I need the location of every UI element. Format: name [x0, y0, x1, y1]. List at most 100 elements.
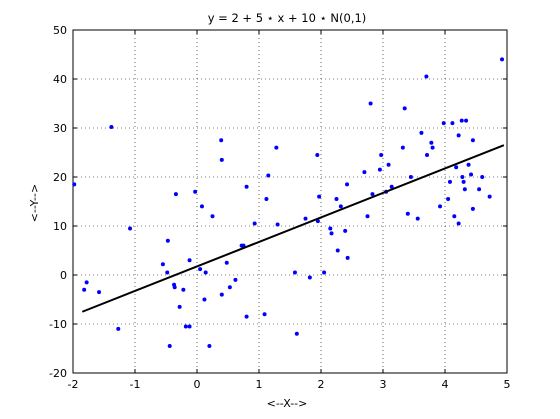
y-tick-label: -20: [49, 367, 67, 380]
data-point: [462, 187, 467, 192]
data-point: [172, 285, 177, 290]
data-point: [425, 152, 430, 157]
data-point: [165, 238, 170, 243]
data-point: [160, 262, 165, 267]
data-point: [183, 324, 188, 329]
y-tick-label: -10: [49, 318, 67, 331]
data-point: [454, 165, 459, 170]
data-point: [233, 277, 238, 282]
data-point: [210, 214, 215, 219]
data-point: [203, 270, 208, 275]
data-point: [328, 226, 333, 231]
data-point: [408, 175, 413, 179]
data-point: [429, 140, 434, 145]
data-point: [224, 260, 229, 265]
data-point: [262, 312, 267, 317]
data-point: [456, 133, 461, 138]
data-point: [199, 204, 204, 209]
data-point: [167, 344, 172, 349]
data-point: [202, 297, 207, 302]
data-point: [275, 222, 280, 227]
y-tick-label: 0: [60, 269, 67, 282]
data-point: [198, 267, 203, 272]
data-point: [244, 184, 249, 189]
data-point: [128, 226, 133, 231]
data-point: [219, 292, 224, 297]
data-point: [207, 344, 212, 349]
data-point: [370, 192, 375, 197]
data-point: [470, 206, 475, 211]
data-point: [447, 179, 452, 184]
data-point: [82, 287, 87, 292]
data-point: [244, 314, 249, 319]
data-point: [477, 187, 482, 192]
data-point: [456, 221, 461, 226]
data-point: [459, 118, 464, 123]
data-point: [386, 162, 391, 167]
data-point: [469, 172, 474, 177]
data-point: [252, 221, 257, 226]
data-point: [368, 101, 373, 106]
data-point: [334, 197, 339, 202]
data-point: [116, 326, 121, 331]
data-point: [97, 290, 102, 295]
data-point: [343, 228, 348, 233]
data-point: [480, 175, 485, 179]
x-tick-label: 3: [380, 378, 387, 391]
data-point: [181, 287, 186, 292]
data-point: [446, 197, 451, 202]
data-point: [487, 194, 492, 199]
y-tick-label: 20: [53, 171, 67, 184]
data-point: [461, 179, 466, 184]
y-tick-label: 30: [53, 122, 67, 135]
x-tick-label: -1: [130, 378, 141, 391]
data-point: [264, 197, 269, 202]
data-point: [338, 204, 343, 209]
data-point: [219, 138, 224, 143]
x-tick-label: 1: [256, 378, 263, 391]
data-point: [307, 275, 312, 280]
data-point: [187, 324, 192, 329]
x-tick-label: 2: [318, 378, 325, 391]
data-point: [303, 216, 308, 221]
data-point: [84, 280, 89, 285]
axes-box: [72, 29, 508, 374]
x-tick-label: -2: [68, 378, 79, 391]
x-tick-label: 4: [442, 378, 449, 391]
x-axis-label: <--X-->: [267, 397, 308, 410]
data-point: [345, 182, 350, 187]
data-point: [389, 184, 394, 189]
data-point: [219, 157, 224, 162]
data-point: [177, 304, 182, 309]
data-point: [335, 248, 340, 253]
data-point: [345, 255, 350, 260]
data-point: [400, 145, 405, 150]
data-point: [315, 152, 320, 157]
data-point: [419, 130, 424, 135]
chart-title: y = 2 + 5 ⋆ x + 10 ⋆ N(0,1): [208, 11, 367, 25]
data-point: [450, 121, 455, 126]
data-point: [362, 170, 367, 175]
data-point: [266, 173, 271, 178]
data-point: [274, 145, 279, 150]
y-tick-label: 10: [53, 220, 67, 233]
x-tick-label: 5: [504, 378, 511, 391]
data-point: [470, 138, 475, 143]
data-point: [72, 182, 77, 187]
data-point: [500, 57, 505, 62]
data-point: [193, 189, 198, 194]
x-tick-label: 0: [194, 378, 201, 391]
data-point: [466, 162, 471, 167]
data-point: [464, 118, 469, 123]
y-tick-label: 50: [53, 24, 67, 37]
data-point: [292, 270, 297, 275]
data-point: [173, 192, 178, 197]
data-point: [329, 231, 334, 236]
data-point: [438, 204, 443, 209]
data-point: [405, 211, 410, 216]
data-point: [317, 194, 322, 199]
data-point: [424, 74, 429, 79]
data-point: [452, 214, 457, 219]
